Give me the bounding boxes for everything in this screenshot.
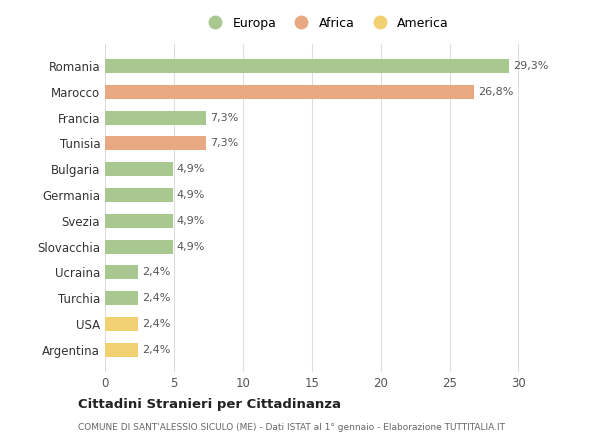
Bar [105,291,138,305]
Text: 4,9%: 4,9% [176,190,205,200]
Text: 2,4%: 2,4% [142,293,170,303]
Bar [105,85,475,99]
Bar [105,265,138,279]
Bar [105,317,138,331]
Text: 7,3%: 7,3% [210,113,238,123]
Text: Cittadini Stranieri per Cittadinanza: Cittadini Stranieri per Cittadinanza [78,398,341,411]
Bar [105,188,173,202]
Bar [105,214,173,228]
Bar [105,110,206,125]
Legend: Europa, Africa, America: Europa, Africa, America [200,14,451,32]
Text: 2,4%: 2,4% [142,345,170,355]
Text: 26,8%: 26,8% [478,87,514,97]
Text: 7,3%: 7,3% [210,139,238,148]
Text: COMUNE DI SANT'ALESSIO SICULO (ME) - Dati ISTAT al 1° gennaio - Elaborazione TUT: COMUNE DI SANT'ALESSIO SICULO (ME) - Dat… [78,423,505,432]
Bar [105,343,138,357]
Bar [105,162,173,176]
Bar [105,59,509,73]
Text: 4,9%: 4,9% [176,164,205,174]
Text: 4,9%: 4,9% [176,242,205,252]
Text: 29,3%: 29,3% [513,61,548,71]
Text: 2,4%: 2,4% [142,319,170,329]
Bar [105,136,206,150]
Text: 2,4%: 2,4% [142,268,170,277]
Text: 4,9%: 4,9% [176,216,205,226]
Bar [105,239,173,254]
